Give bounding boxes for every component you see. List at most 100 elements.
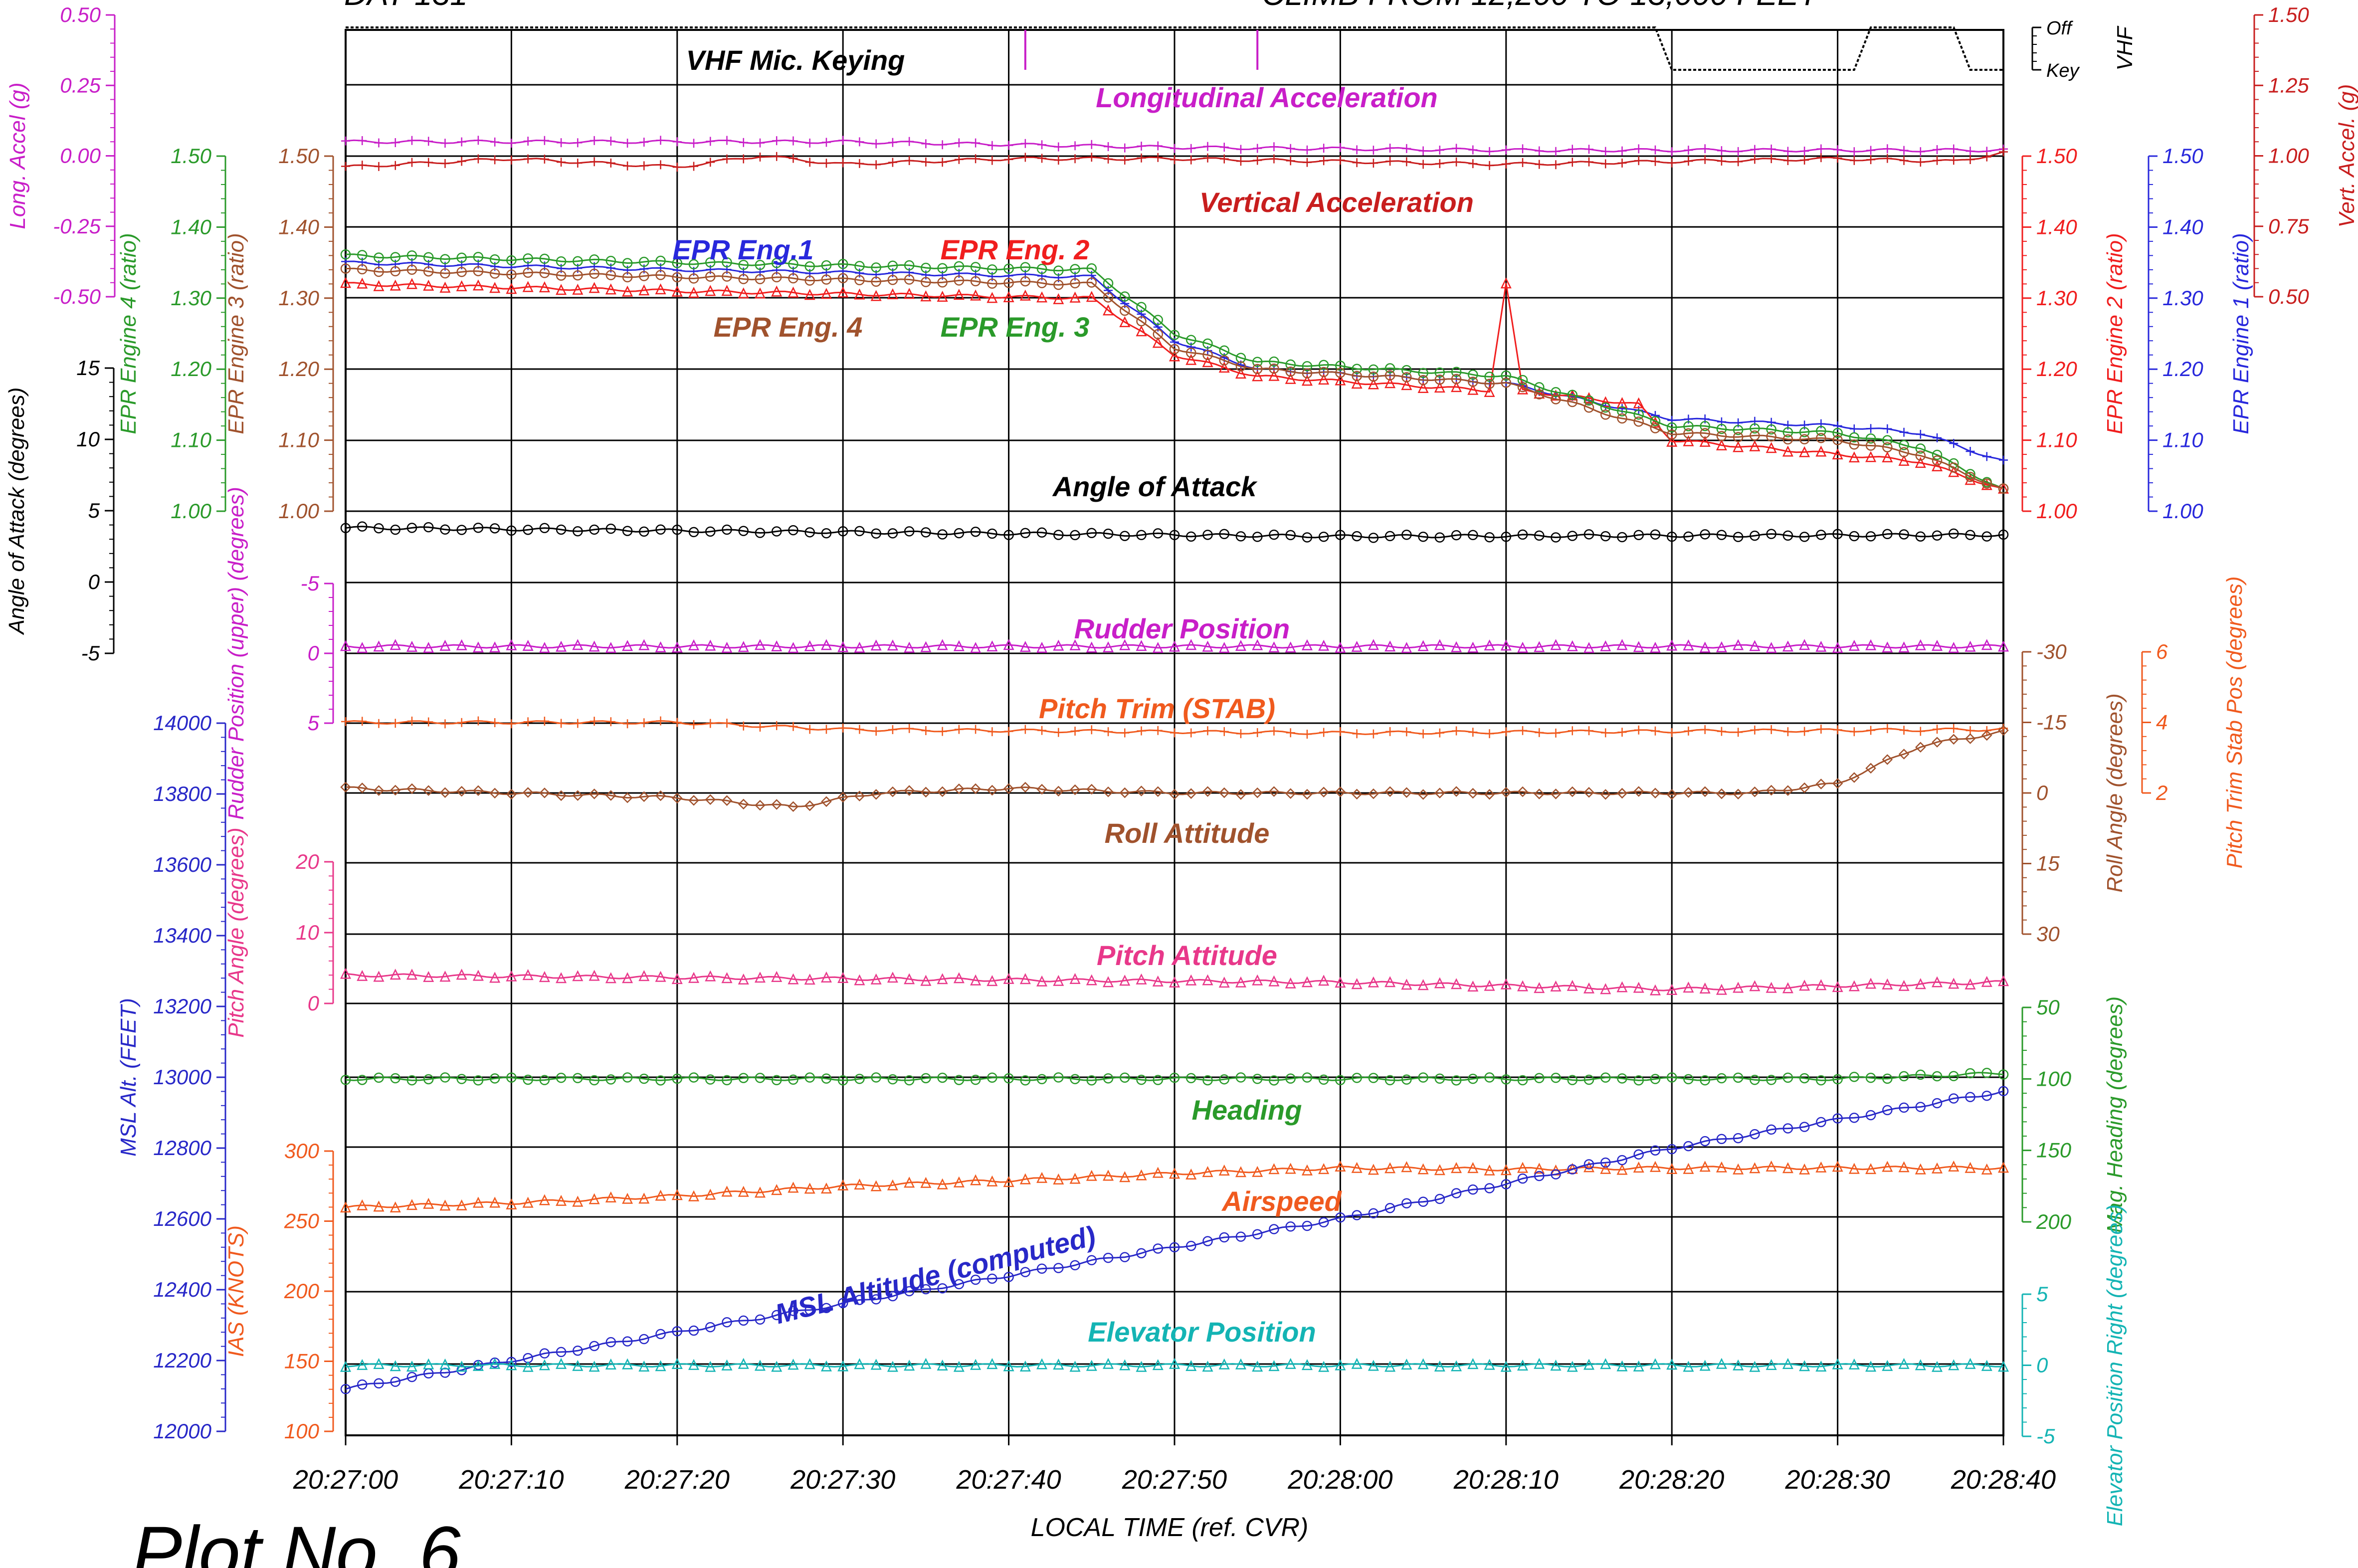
data-point (1767, 154, 1776, 164)
data-point (1452, 726, 1461, 736)
data-point (1236, 145, 1245, 154)
data-point (1633, 641, 1644, 652)
data-point (1848, 980, 1860, 991)
data-point (854, 790, 865, 801)
data-point (1053, 1072, 1064, 1083)
data-point (1932, 530, 1943, 541)
data-point (1932, 449, 1943, 460)
data-point (1849, 727, 1859, 737)
series-label-eng2: EPR Eng. 2 (941, 234, 1090, 265)
data-point (1385, 143, 1395, 153)
data-point (1898, 980, 1910, 991)
data-point (373, 971, 385, 982)
data-point (557, 138, 566, 148)
axis-tick-label: 1.10 (2162, 428, 2203, 452)
data-point (1932, 737, 1943, 748)
x-tick-label: 20:28:10 (1453, 1465, 1559, 1495)
data-point (1037, 154, 1047, 163)
data-point (1202, 1166, 1213, 1177)
data-point (1799, 1163, 1810, 1175)
data-point (1152, 337, 1164, 348)
data-point (1915, 1359, 1926, 1371)
data-point (1865, 451, 1877, 462)
data-point (1600, 1163, 1611, 1174)
data-point (1170, 144, 1179, 153)
data-point (606, 717, 615, 727)
data-point (357, 1199, 368, 1210)
data-point (755, 1314, 766, 1325)
data-point (605, 523, 616, 534)
data-point (1832, 529, 1843, 539)
data-point (1551, 1169, 1561, 1179)
data-point (689, 720, 699, 729)
axis-title: Long. Accel (g) (5, 82, 30, 229)
data-point (1252, 1073, 1263, 1084)
data-point (1020, 528, 1031, 539)
data-point (1534, 982, 1545, 993)
data-point (1600, 396, 1611, 407)
data-point (871, 528, 881, 539)
data-point (705, 1322, 716, 1333)
data-point (1700, 144, 1710, 154)
data-point (1352, 158, 1362, 168)
data-point (1568, 726, 1577, 736)
data-point (1882, 641, 1893, 653)
data-point (390, 266, 400, 277)
data-point (1683, 981, 1694, 993)
axis-tick-label: 200 (2036, 1210, 2072, 1233)
data-point (390, 252, 400, 262)
data-point (340, 277, 352, 288)
data-point (1583, 1359, 1595, 1370)
data-point (1185, 354, 1197, 365)
data-point (837, 972, 849, 983)
data-point (1584, 726, 1593, 736)
data-point (1667, 728, 1677, 738)
data-point (904, 1286, 915, 1297)
data-point (357, 1359, 368, 1370)
data-point (1865, 440, 1876, 451)
data-point (1799, 782, 1810, 793)
data-point (1932, 1361, 1943, 1372)
data-point (639, 1073, 649, 1084)
data-point (490, 137, 500, 147)
data-point (721, 972, 733, 983)
data-point (921, 527, 931, 538)
data-point (1849, 531, 1860, 542)
data-point (904, 274, 915, 285)
data-point (1981, 639, 1992, 650)
data-point (1650, 423, 1661, 433)
data-point (1434, 787, 1445, 798)
data-point (605, 283, 616, 295)
axis-tick-label: -15 (2036, 711, 2067, 734)
data-point (1153, 153, 1163, 162)
data-point (1152, 642, 1164, 653)
axis-tick-label: -30 (2036, 640, 2067, 663)
data-point (1301, 1164, 1313, 1176)
data-point (457, 157, 466, 166)
data-point (755, 259, 766, 270)
data-point (1402, 727, 1411, 737)
series-aoa (340, 521, 2009, 543)
data-point (506, 639, 517, 650)
data-point (589, 1341, 599, 1352)
data-point (904, 1075, 915, 1086)
data-point (606, 136, 615, 146)
data-point (771, 1184, 783, 1195)
axis-tick-label: -5 (2036, 1424, 2055, 1448)
data-point (589, 1193, 600, 1204)
data-point (1252, 1166, 1263, 1177)
data-point (1899, 529, 1909, 540)
data-point (1717, 146, 1726, 156)
axis-tick-label: 0.25 (60, 73, 101, 97)
data-point (1932, 1071, 1943, 1082)
data-point (804, 974, 815, 985)
data-point (1949, 1071, 1959, 1081)
data-point (837, 286, 849, 298)
data-point (1733, 432, 1744, 442)
data-point (705, 526, 716, 537)
data-point (1849, 772, 1860, 783)
data-point (1517, 1162, 1529, 1173)
data-point (1120, 1252, 1130, 1262)
axis-tick-label: 15 (2036, 852, 2060, 875)
data-point (1699, 982, 1711, 994)
